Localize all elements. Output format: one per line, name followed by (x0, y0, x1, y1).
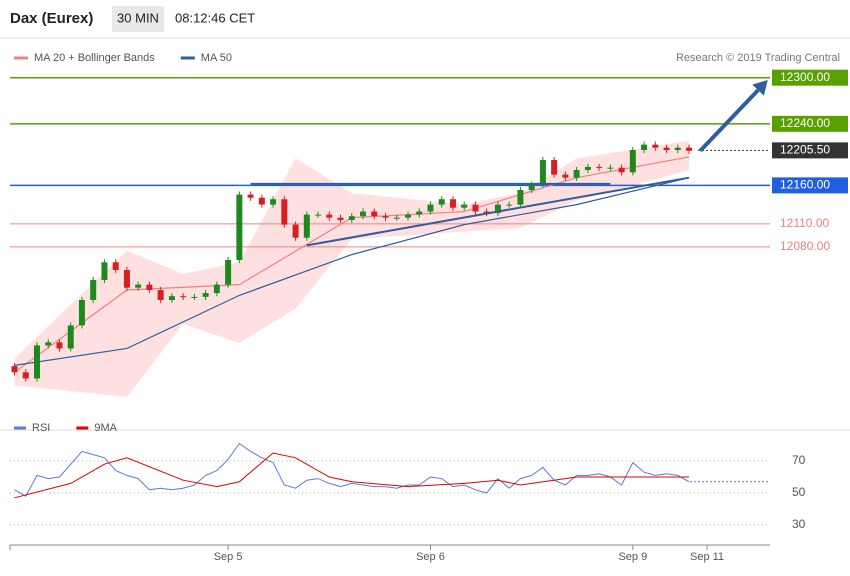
candle-body (371, 211, 378, 217)
candle-body (168, 296, 175, 300)
candle-body (562, 174, 569, 178)
legend-label: RSI (32, 422, 50, 434)
candle-body (270, 199, 277, 205)
x-tick-label: Sep 6 (416, 551, 445, 563)
candle-body (438, 199, 445, 205)
candle-body (191, 296, 198, 298)
candle-body (551, 160, 558, 175)
time: 08:12:46 CET (175, 10, 255, 25)
candle-body (483, 211, 490, 214)
trend-line (306, 176, 690, 247)
interval: 30 MIN (117, 10, 159, 25)
rsi-line (14, 442, 690, 497)
candle-body (326, 214, 333, 218)
candle-body (292, 224, 299, 238)
y-tick-label: 50 (792, 485, 806, 499)
candle-body (337, 217, 344, 220)
candle-body (202, 293, 209, 297)
candle-body (33, 345, 40, 379)
candle-body (629, 150, 636, 173)
candle-body (258, 197, 265, 205)
level-label: 12110.00 (780, 216, 829, 230)
candle-body (90, 280, 97, 300)
level-label: 12300.00 (780, 70, 830, 84)
candle-body (146, 284, 153, 290)
x-tick-label: Sep 5 (214, 551, 243, 563)
y-tick-label: 30 (792, 517, 806, 531)
level-label: 12160.00 (780, 178, 830, 192)
candle-body (78, 300, 85, 326)
candle-body (11, 366, 18, 373)
candle-body (56, 342, 63, 349)
candle-body (663, 147, 670, 150)
level-label: 12240.00 (780, 116, 830, 130)
candle-body (652, 144, 659, 148)
candle-body (393, 217, 400, 219)
candle-body (416, 211, 423, 215)
candle-body (213, 284, 220, 294)
candle-body (225, 260, 232, 285)
interval-box (112, 6, 164, 32)
legend-label: 9MA (94, 422, 117, 434)
candle-body (348, 216, 355, 220)
legend-label: MA 50 (201, 52, 232, 64)
candle-body (135, 284, 142, 288)
candle-body (123, 270, 130, 288)
candle-body (618, 167, 625, 173)
candle-body (596, 166, 603, 168)
candle-body (517, 190, 524, 205)
candle-body (247, 194, 254, 198)
candle-body (303, 214, 310, 238)
ma-line (14, 177, 690, 366)
candle-body (427, 204, 434, 212)
level-label: 12205.50 (780, 143, 830, 157)
candle-body (584, 166, 591, 170)
candle-body (236, 194, 243, 260)
candle-body (686, 147, 693, 151)
x-tick-label: Sep 9 (618, 551, 647, 563)
candle-body (674, 147, 681, 150)
x-tick-label: Sep 11 (690, 551, 724, 563)
candle-body (157, 290, 164, 300)
candle-body (528, 184, 535, 190)
level-label-box (772, 69, 848, 86)
candle-body (472, 204, 479, 212)
candle-body (404, 214, 411, 218)
candle-body (281, 199, 288, 225)
candle-body (607, 167, 614, 169)
candle-body (360, 211, 367, 217)
rsi-line (14, 452, 690, 499)
candle-body (45, 342, 52, 346)
candle-body (22, 372, 29, 379)
level-label-box (772, 142, 848, 159)
candle-body (539, 160, 546, 185)
credit: Research © 2019 Trading Central (676, 52, 840, 64)
candle-body (641, 144, 648, 150)
candle-body (506, 204, 513, 206)
level-label-box (772, 177, 848, 194)
arrow-head (752, 80, 768, 96)
forecast-arrow (698, 88, 760, 153)
candle-body (382, 216, 389, 218)
level-label: 12080.00 (780, 239, 830, 253)
candle-body (112, 262, 119, 270)
legend-label: MA 20 + Bollinger Bands (34, 52, 155, 64)
candle-body (494, 204, 501, 214)
candle-body (315, 214, 322, 216)
candle-body (101, 262, 108, 280)
candle-body (461, 204, 468, 208)
candle-body (449, 199, 456, 208)
level-label-box (772, 115, 848, 132)
y-tick-label: 70 (792, 453, 806, 467)
candle-body (67, 325, 74, 349)
candle-body (180, 296, 187, 298)
candle-body (573, 170, 580, 178)
title: Dax (Eurex) (10, 10, 93, 27)
